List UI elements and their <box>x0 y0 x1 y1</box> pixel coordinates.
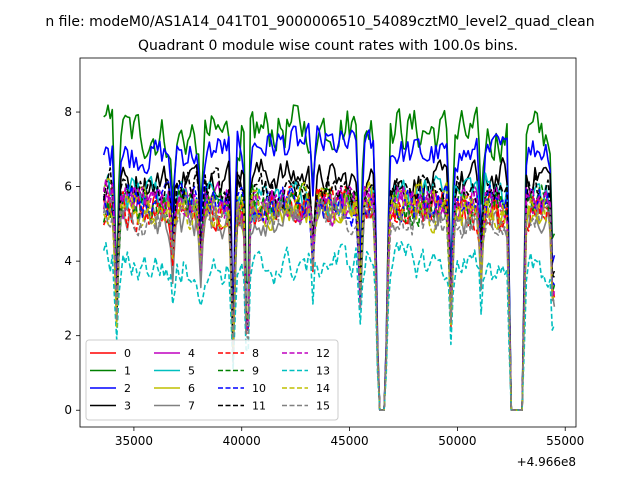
legend-label-13: 13 <box>316 365 330 378</box>
legend-label-11: 11 <box>252 400 266 413</box>
x-axis-offset-label: +4.966e8 <box>517 455 576 469</box>
legend-label-2: 2 <box>124 382 131 395</box>
y-tick-label: 2 <box>64 329 72 343</box>
x-tick-label: 35000 <box>115 434 153 448</box>
chart-title: Quadrant 0 module wise count rates with … <box>138 38 518 54</box>
legend-label-10: 10 <box>252 382 266 395</box>
chart-suptitle: n file: modeM0/AS1A14_041T01_9000006510_… <box>45 14 594 30</box>
y-tick-label: 0 <box>64 403 72 417</box>
x-tick-label: 50000 <box>438 434 476 448</box>
legend-label-3: 3 <box>124 400 131 413</box>
legend-label-0: 0 <box>124 347 131 360</box>
y-axis: 0 2 4 6 8 <box>64 105 80 417</box>
legend-label-9: 9 <box>252 365 259 378</box>
legend-label-12: 12 <box>316 347 330 360</box>
series-line-2 <box>102 122 556 412</box>
legend-label-1: 1 <box>124 365 131 378</box>
series-line-12 <box>102 178 556 412</box>
series-line-14 <box>102 181 555 412</box>
x-tick-label: 40000 <box>223 434 261 448</box>
legend-label-6: 6 <box>188 382 195 395</box>
plot-frame <box>79 57 577 428</box>
legend-label-15: 15 <box>316 400 330 413</box>
legend-box <box>85 339 339 421</box>
x-tick-label: 45000 <box>330 434 368 448</box>
legend-label-7: 7 <box>188 400 195 413</box>
legend-label-4: 4 <box>188 347 195 360</box>
x-axis: 35000 40000 45000 50000 55000 <box>115 427 584 448</box>
series-line-15 <box>103 195 555 412</box>
y-tick-label: 6 <box>64 180 72 194</box>
legend-label-8: 8 <box>252 347 259 360</box>
y-tick-label: 4 <box>64 254 72 268</box>
x-tick-label: 55000 <box>546 434 584 448</box>
series-line-1 <box>103 104 556 412</box>
legend-label-14: 14 <box>316 382 330 395</box>
y-tick-label: 8 <box>64 105 72 119</box>
series-line-13 <box>102 241 556 412</box>
legend-label-5: 5 <box>188 365 195 378</box>
series-layer <box>102 104 556 412</box>
